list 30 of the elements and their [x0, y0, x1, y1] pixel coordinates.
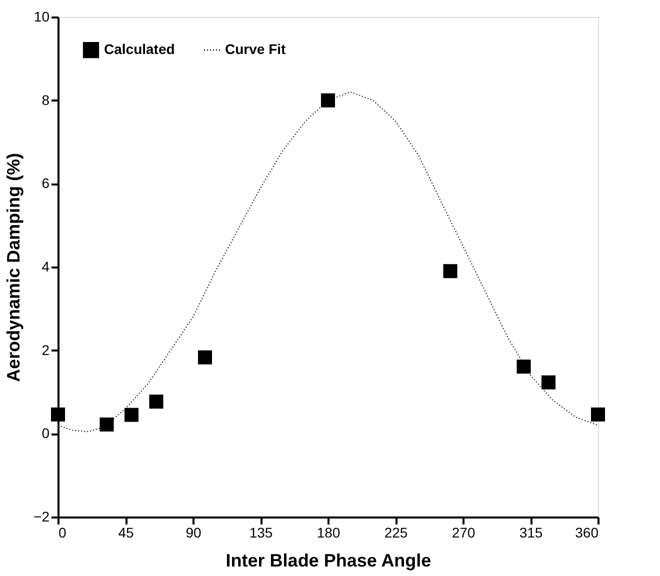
x-tick-label: 225 — [384, 524, 408, 540]
point — [100, 417, 114, 432]
x-tick-label: 45 — [118, 524, 134, 540]
x-tick-label: 90 — [186, 524, 202, 540]
y-tick-label: 8 — [42, 92, 50, 108]
legend-label: Calculated — [104, 41, 175, 57]
point — [198, 350, 212, 364]
x-tick-label: 0 — [58, 524, 66, 540]
x-tick-label: 135 — [249, 524, 273, 540]
y-axis-title: Aerodynamic Damping (%) — [4, 152, 24, 382]
legend-label: Curve Fit — [225, 41, 286, 57]
x-tick-label: 180 — [316, 524, 340, 540]
point — [541, 375, 556, 390]
x-tick-label: 360 — [575, 524, 599, 540]
point — [149, 394, 164, 409]
point — [50, 407, 66, 422]
y-tick-label: 6 — [42, 175, 50, 192]
point — [516, 360, 531, 374]
y-tick-label: 0 — [42, 425, 50, 442]
y-tick-label: 4 — [42, 258, 50, 274]
x-tick-label: 270 — [452, 524, 476, 540]
point — [443, 264, 458, 278]
y-tick-label: 2 — [42, 342, 50, 358]
y-tick-label: −2 — [34, 508, 50, 524]
x-tick-label: 315 — [519, 524, 543, 540]
point — [124, 408, 139, 422]
x-axis-title: Inter Blade Phase Angle — [226, 550, 432, 570]
y-tick-label: 10 — [34, 8, 50, 24]
point — [320, 93, 336, 108]
point — [590, 407, 606, 422]
